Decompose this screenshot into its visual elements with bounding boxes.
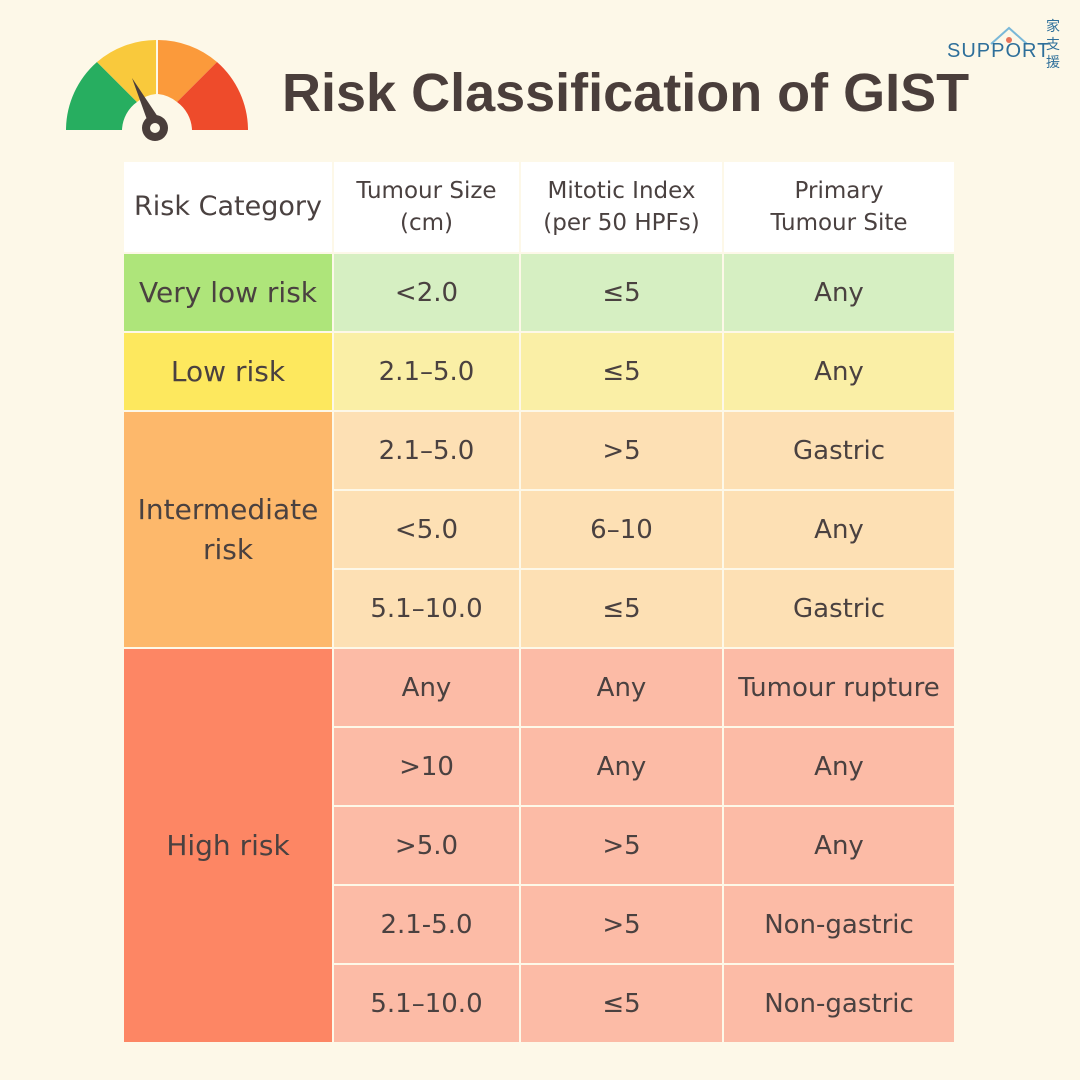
table-cell-mitotic: Any [521,649,724,728]
header-mitotic-index: Mitotic Index (per 50 HPFs) [521,162,724,254]
table-cell-site: Non-gastric [724,886,956,965]
table-cell-size: Any [334,649,521,728]
table-cell-site: Non-gastric [724,965,956,1044]
table-cell-size: 5.1–10.0 [334,570,521,649]
page-title: Risk Classification of GIST [282,63,970,123]
support-logo: SUPPORT 家支援 [945,18,1065,80]
table-cell-size: 2.1-5.0 [334,886,521,965]
table-cell-size: 2.1–5.0 [334,333,521,412]
table-cell-mitotic: >5 [521,886,724,965]
table-cell-size: <5.0 [334,491,521,570]
logo-chinese-text: 家支援 [1046,19,1060,71]
table-cell-size: >5.0 [334,807,521,886]
table-cell-mitotic: ≤5 [521,333,724,412]
table-cell-mitotic: ≤5 [521,965,724,1044]
table-cell-site: Any [724,491,956,570]
risk-classification-table: Risk Category Tumour Size (cm) Mitotic I… [124,162,956,1044]
header-tumour-size: Tumour Size (cm) [334,162,521,254]
table-cell-size: >10 [334,728,521,807]
table-cell-site: Any [724,807,956,886]
table-cell-site: Gastric [724,412,956,491]
table-cell-mitotic: >5 [521,807,724,886]
header-risk-category: Risk Category [124,162,334,254]
house-roof-icon [990,26,1028,45]
category-very-low-risk: Very low risk [124,254,334,333]
table-cell-mitotic: 6–10 [521,491,724,570]
table-cell-mitotic: ≤5 [521,570,724,649]
table-cell-size: 5.1–10.0 [334,965,521,1044]
table-cell-mitotic: >5 [521,412,724,491]
table-cell-mitotic: Any [521,728,724,807]
table-cell-site: Any [724,333,956,412]
risk-gauge-icon [66,40,248,141]
table-cell-size: <2.0 [334,254,521,333]
table-cell-size: 2.1–5.0 [334,412,521,491]
table-cell-site: Gastric [724,570,956,649]
category-high-risk: High risk [124,649,334,1044]
category-low-risk: Low risk [124,333,334,412]
table-cell-mitotic: ≤5 [521,254,724,333]
logo-wordmark: SUPPORT [947,40,1051,62]
table-cell-site: Any [724,728,956,807]
header-primary-site: Primary Tumour Site [724,162,956,254]
table-cell-site: Any [724,254,956,333]
category-intermediate-risk: Intermediate risk [124,412,334,649]
table-cell-site: Tumour rupture [724,649,956,728]
